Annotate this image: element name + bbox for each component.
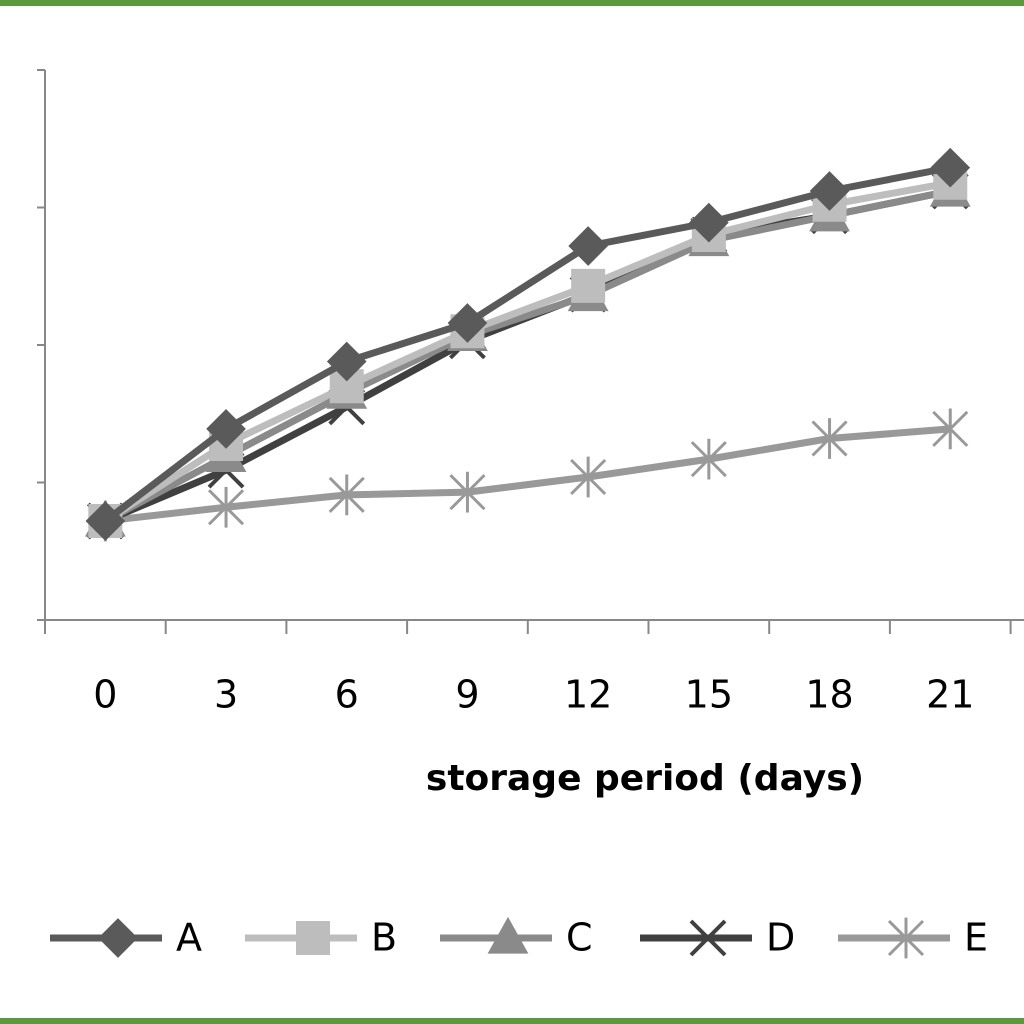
data-point	[206, 409, 246, 449]
x-tick-label: 15	[685, 673, 733, 717]
legend-label: A	[176, 916, 202, 960]
x-tick-label: 0	[93, 673, 117, 717]
legend-marker	[887, 917, 925, 959]
legend-marker	[296, 921, 330, 955]
series-line	[103, 179, 951, 524]
legend-label: B	[371, 916, 397, 960]
legend-marker	[689, 919, 727, 957]
data-point	[811, 418, 848, 459]
data-point	[447, 303, 488, 343]
x-axis-label: storage period (days)	[426, 758, 864, 799]
x-tick-label: 6	[335, 673, 359, 717]
series-line	[103, 187, 951, 525]
data-point	[689, 202, 729, 243]
legend-label: D	[766, 916, 795, 960]
x-tick-label: 12	[564, 673, 612, 717]
data-point	[570, 456, 607, 498]
legend-marker	[487, 916, 529, 954]
legend-label: C	[566, 916, 593, 960]
x-tick-label: 18	[805, 673, 853, 717]
x-tick-label: 3	[214, 673, 238, 717]
data-point	[932, 408, 969, 450]
x-tick-label: 21	[926, 673, 974, 717]
data-point	[930, 147, 971, 188]
legend-label: E	[964, 916, 988, 960]
frame-bottom	[0, 1018, 1024, 1024]
data-point	[207, 486, 245, 528]
data-point	[568, 226, 608, 266]
data-point	[328, 474, 365, 516]
data-point	[326, 341, 367, 382]
x-tick-label: 9	[455, 673, 479, 717]
data-point	[449, 471, 486, 513]
data-point	[690, 438, 727, 480]
series-line	[103, 164, 951, 524]
data-point	[809, 171, 850, 211]
legend-marker	[98, 918, 138, 958]
data-point	[85, 501, 126, 541]
frame-top	[0, 0, 1024, 6]
series-line	[104, 425, 951, 525]
data-point	[571, 268, 606, 303]
